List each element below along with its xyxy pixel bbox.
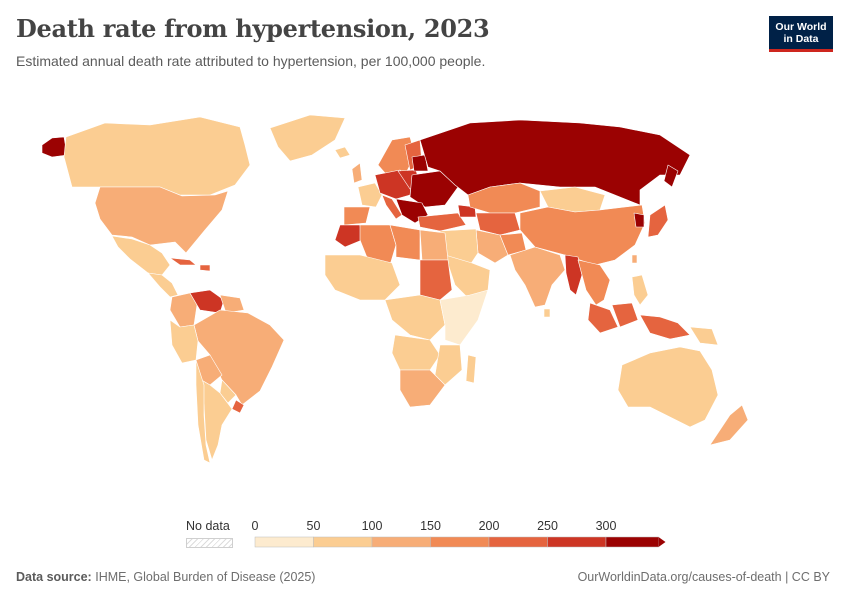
country-caucasus[interactable] [457,204,477,218]
legend-tick-label: 200 [479,519,500,533]
country-sri-lanka[interactable] [543,308,551,318]
country-sudan[interactable] [419,259,453,301]
legend-bin-0 [254,536,314,548]
country-iceland[interactable] [334,146,351,159]
footer-url[interactable]: OurWorldinData.org/causes-of-death | CC … [577,570,830,584]
country-sulawesi-east[interactable] [639,314,691,340]
country-japan[interactable] [647,204,669,238]
world-map[interactable] [0,95,850,505]
country-france[interactable] [357,182,383,208]
country-usa[interactable] [94,186,229,254]
country-chile[interactable] [195,359,211,464]
chart-title: Death rate from hypertension, 2023 [16,14,490,43]
country-australia[interactable] [617,346,719,428]
country-egypt[interactable] [419,229,449,261]
owid-logo[interactable]: Our World in Data [769,16,833,52]
country-uk[interactable] [351,162,363,184]
country-east-africa[interactable] [439,289,489,346]
country-central-asia[interactable] [475,212,521,236]
legend-bin-6 [605,536,659,548]
country-alaska[interactable] [41,136,68,158]
country-mozambique[interactable] [434,344,463,386]
legend-no-data-swatch [186,538,233,548]
country-kamchatka[interactable] [663,164,679,188]
country-png[interactable] [689,326,719,346]
country-southern-africa[interactable] [399,369,446,408]
source-label: Data source: [16,570,92,584]
country-myanmar[interactable] [564,254,583,296]
country-hispaniola[interactable] [199,264,211,272]
country-indochina[interactable] [577,259,611,306]
legend-open-end-arrow [658,537,666,547]
source-text: IHME, Global Burden of Disease (2025) [95,570,316,584]
country-angola-zambia[interactable] [391,334,441,371]
legend-tick-label: 0 [252,519,259,533]
country-libya[interactable] [389,224,421,261]
country-peru[interactable] [169,319,199,364]
country-cuba[interactable] [169,257,197,266]
legend-bin-2 [371,536,431,548]
country-central-america[interactable] [147,272,179,298]
country-uruguay[interactable] [231,399,245,414]
country-mexico[interactable] [111,235,171,276]
legend-tick-label: 100 [362,519,383,533]
country-morocco[interactable] [334,224,363,248]
country-baltics[interactable] [411,154,429,172]
legend-tick-label: 250 [537,519,558,533]
country-kazakhstan[interactable] [467,182,541,214]
country-guianas[interactable] [219,294,245,314]
country-new-zealand[interactable] [709,404,749,446]
country-madagascar[interactable] [465,354,477,384]
legend-no-data-label: No data [186,519,230,533]
country-paraguay[interactable] [219,379,237,404]
legend-color-scale: 0 50 100 150 200 250 300 [252,519,666,548]
legend-bin-5 [547,536,607,548]
country-taiwan[interactable] [631,254,638,264]
country-italy[interactable] [381,194,403,220]
country-canada[interactable] [63,116,251,196]
legend-tick-label: 50 [307,519,321,533]
country-argentina[interactable] [197,377,233,461]
legend-tick-label: 150 [420,519,441,533]
chart-subtitle: Estimated annual death rate attributed t… [16,53,486,69]
country-turkey[interactable] [417,212,467,232]
legend-bin-1 [313,536,373,548]
logo-line-1: Our World [775,21,827,33]
country-philippines[interactable] [631,274,649,306]
legend-bin-4 [488,536,548,548]
country-malaysia-indonesia-west[interactable] [587,302,619,334]
legend-tick-label: 300 [596,519,617,533]
country-korea[interactable] [633,212,645,228]
country-central-africa[interactable] [384,294,446,341]
country-india[interactable] [509,246,566,308]
footer-source: Data source: IHME, Global Burden of Dise… [16,570,315,584]
country-china[interactable] [519,204,646,266]
country-borneo[interactable] [611,302,639,328]
logo-line-2: in Data [783,33,819,45]
legend-bin-3 [430,536,490,548]
country-iberia[interactable] [343,206,371,226]
country-greenland[interactable] [269,114,346,162]
